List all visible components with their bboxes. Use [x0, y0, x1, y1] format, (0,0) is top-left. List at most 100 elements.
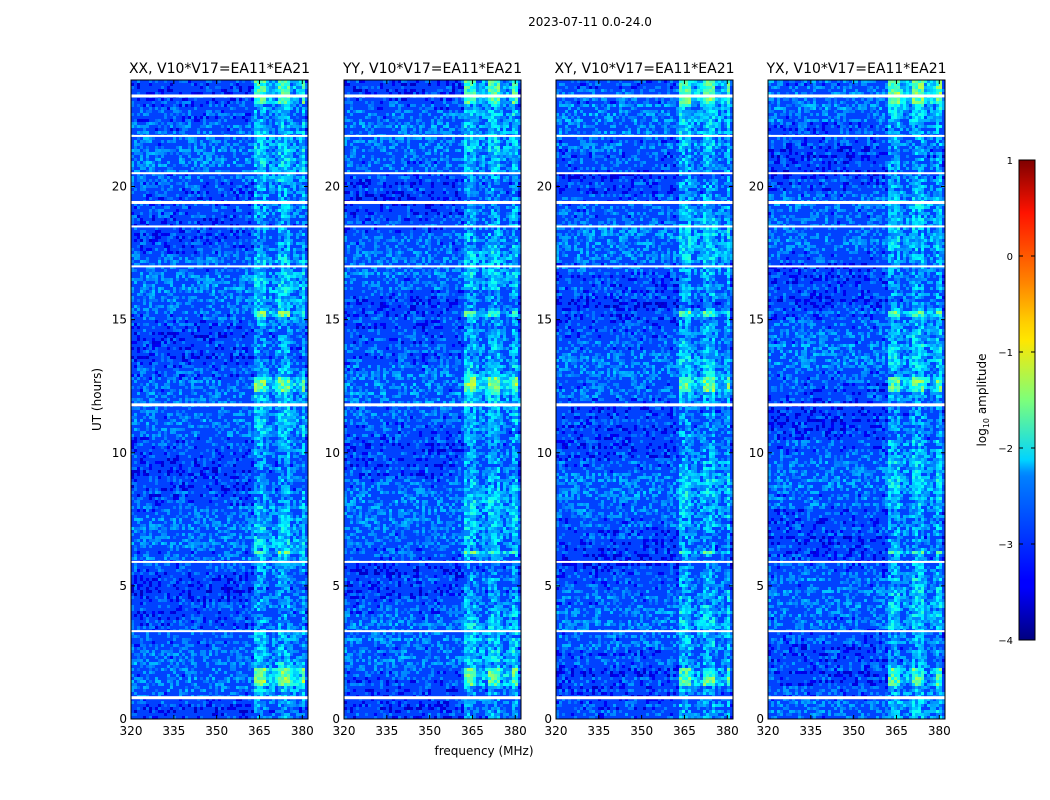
heatmap-cell: [185, 416, 188, 419]
heatmap-cell: [197, 464, 200, 467]
heatmap-cell: [218, 524, 221, 527]
heatmap-cell: [287, 140, 290, 143]
heatmap-cell: [251, 431, 254, 434]
heatmap-cell: [227, 386, 230, 389]
heatmap-cell: [146, 470, 149, 473]
heatmap-cell: [266, 329, 269, 332]
heatmap-cell: [215, 182, 218, 185]
heatmap-cell: [149, 83, 152, 86]
heatmap-cell: [302, 167, 305, 170]
heatmap-cell: [257, 386, 260, 389]
heatmap-cell: [212, 137, 215, 140]
heatmap-cell: [137, 323, 140, 326]
heatmap-cell: [146, 92, 149, 95]
heatmap-cell: [200, 398, 203, 401]
heatmap-cell: [152, 104, 155, 107]
heatmap-cell: [287, 479, 290, 482]
heatmap-cell: [164, 311, 167, 314]
heatmap-cell: [131, 557, 134, 560]
heatmap-cell: [239, 536, 242, 539]
heatmap-cell: [131, 296, 134, 299]
heatmap-cell: [185, 137, 188, 140]
heatmap-cell: [146, 563, 149, 566]
heatmap-cell: [257, 107, 260, 110]
heatmap-cell: [275, 461, 278, 464]
heatmap-cell: [140, 371, 143, 374]
heatmap-cell: [293, 296, 296, 299]
heatmap-cell: [197, 329, 200, 332]
heatmap-cell: [257, 500, 260, 503]
heatmap-cell: [203, 317, 206, 320]
heatmap-cell: [230, 251, 233, 254]
heatmap-cell: [191, 92, 194, 95]
heatmap-cell: [227, 527, 230, 530]
heatmap-cell: [230, 92, 233, 95]
heatmap-cell: [296, 86, 299, 89]
heatmap-cell: [296, 335, 299, 338]
heatmap-cell: [278, 149, 281, 152]
heatmap-cell: [227, 104, 230, 107]
heatmap-cell: [254, 305, 257, 308]
heatmap-cell: [269, 263, 272, 266]
heatmap-cell: [215, 542, 218, 545]
heatmap-cell: [272, 527, 275, 530]
heatmap-cell: [158, 119, 161, 122]
heatmap-cell: [173, 227, 176, 230]
heatmap-cell: [287, 506, 290, 509]
heatmap-cell: [224, 89, 227, 92]
heatmap-cell: [188, 422, 191, 425]
heatmap-cell: [206, 191, 209, 194]
heatmap-cell: [140, 119, 143, 122]
heatmap-cell: [272, 191, 275, 194]
heatmap-cell: [260, 524, 263, 527]
heatmap-cell: [293, 320, 296, 323]
heatmap-cell: [236, 311, 239, 314]
heatmap-cell: [131, 101, 134, 104]
heatmap-cell: [134, 257, 137, 260]
heatmap-cell: [185, 434, 188, 437]
heatmap-cell: [272, 146, 275, 149]
heatmap-cell: [302, 137, 305, 140]
heatmap-cell: [281, 308, 284, 311]
heatmap-cell: [170, 308, 173, 311]
heatmap-cell: [221, 164, 224, 167]
heatmap-cell: [233, 401, 236, 404]
heatmap-cell: [260, 239, 263, 242]
heatmap-cell: [194, 92, 197, 95]
heatmap-cell: [215, 515, 218, 518]
heatmap-cell: [233, 191, 236, 194]
heatmap-cell: [284, 143, 287, 146]
heatmap-cell: [266, 440, 269, 443]
heatmap-cell: [140, 203, 143, 206]
heatmap-cell: [197, 275, 200, 278]
heatmap-cell: [269, 227, 272, 230]
heatmap-cell: [212, 362, 215, 365]
heatmap-cell: [152, 443, 155, 446]
heatmap-cell: [134, 449, 137, 452]
heatmap-cell: [290, 362, 293, 365]
heatmap-cell: [173, 401, 176, 404]
heatmap-cell: [209, 332, 212, 335]
heatmap-cell: [176, 122, 179, 125]
heatmap-cell: [302, 545, 305, 548]
heatmap-cell: [254, 80, 257, 83]
heatmap-cell: [254, 449, 257, 452]
heatmap-cell: [194, 137, 197, 140]
heatmap-cell: [278, 563, 281, 566]
heatmap-cell: [293, 464, 296, 467]
heatmap-cell: [227, 254, 230, 257]
heatmap-cell: [164, 218, 167, 221]
heatmap-cell: [305, 395, 308, 398]
heatmap-cell: [287, 515, 290, 518]
heatmap-cell: [206, 449, 209, 452]
heatmap-cell: [200, 254, 203, 257]
heatmap-cell: [206, 284, 209, 287]
heatmap-cell: [302, 98, 305, 101]
heatmap-cell: [290, 341, 293, 344]
heatmap-cell: [266, 179, 269, 182]
heatmap-cell: [161, 497, 164, 500]
heatmap-cell: [170, 188, 173, 191]
heatmap-cell: [179, 428, 182, 431]
heatmap-cell: [263, 485, 266, 488]
heatmap-cell: [131, 443, 134, 446]
